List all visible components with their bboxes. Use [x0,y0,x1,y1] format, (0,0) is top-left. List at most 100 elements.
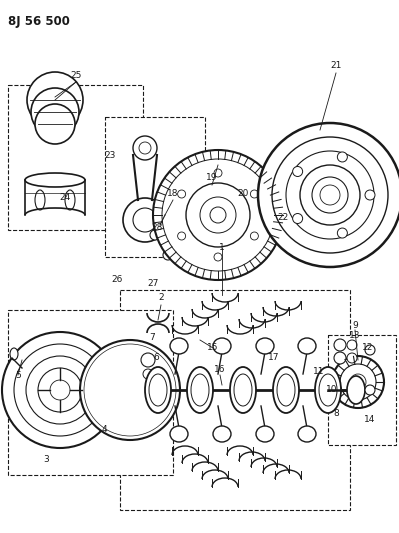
Circle shape [347,340,357,350]
Text: 8J 56 500: 8J 56 500 [8,15,70,28]
Ellipse shape [273,367,299,413]
Text: 5: 5 [15,370,21,379]
Circle shape [14,344,106,436]
Text: 19: 19 [206,174,218,182]
Circle shape [251,232,259,240]
Circle shape [338,228,348,238]
Text: 14: 14 [364,416,376,424]
Text: 3: 3 [43,456,49,464]
Ellipse shape [234,374,252,406]
Circle shape [153,150,283,280]
Circle shape [334,352,346,364]
Circle shape [200,197,236,233]
Text: 26: 26 [111,276,122,285]
Circle shape [312,177,348,213]
Ellipse shape [230,367,256,413]
Circle shape [35,104,75,144]
Ellipse shape [347,376,365,404]
Text: 22: 22 [277,214,288,222]
Text: 23: 23 [104,150,116,159]
Ellipse shape [170,338,188,354]
Ellipse shape [145,367,171,413]
Ellipse shape [298,426,316,442]
Circle shape [258,123,399,267]
Ellipse shape [65,190,75,210]
Ellipse shape [170,426,188,442]
Ellipse shape [213,338,231,354]
Circle shape [365,190,375,200]
Circle shape [320,185,340,205]
Bar [8,310,173,475]
Bar [328,335,396,445]
Circle shape [210,207,226,223]
Text: 25: 25 [70,70,82,79]
Text: 9: 9 [352,320,358,329]
Text: 6: 6 [153,353,159,362]
Circle shape [139,142,151,154]
Circle shape [214,169,222,177]
Text: 1: 1 [219,244,225,253]
Circle shape [123,198,167,242]
Ellipse shape [277,374,295,406]
Bar [105,117,205,257]
Circle shape [214,253,222,261]
Circle shape [338,152,348,162]
Text: 15: 15 [207,343,219,352]
Circle shape [141,353,155,367]
Circle shape [38,368,82,412]
Text: 11: 11 [313,367,325,376]
Ellipse shape [256,426,274,442]
Circle shape [133,208,157,232]
Ellipse shape [298,338,316,354]
Text: 10: 10 [326,385,338,394]
Circle shape [133,136,157,160]
Circle shape [163,250,173,260]
Circle shape [87,347,173,433]
Bar [120,290,350,510]
Text: 7: 7 [149,334,155,343]
Text: 13: 13 [349,330,361,340]
Circle shape [26,356,94,424]
Circle shape [251,190,259,198]
Ellipse shape [319,374,337,406]
Circle shape [50,380,70,400]
Circle shape [84,344,176,436]
Ellipse shape [35,190,45,210]
Circle shape [292,166,302,176]
Circle shape [31,88,79,136]
Text: 2: 2 [158,294,164,303]
Circle shape [340,364,376,400]
Circle shape [90,350,170,430]
Circle shape [150,230,160,240]
Ellipse shape [315,367,341,413]
Text: 28: 28 [151,223,163,232]
Circle shape [159,233,167,241]
Text: 21: 21 [330,61,342,69]
Circle shape [27,72,83,128]
Ellipse shape [191,374,209,406]
Circle shape [286,151,374,239]
Circle shape [350,374,366,390]
Circle shape [272,137,388,253]
Ellipse shape [365,385,375,395]
Ellipse shape [187,367,213,413]
Circle shape [186,183,250,247]
Circle shape [365,345,375,355]
Circle shape [162,159,274,271]
Text: 24: 24 [59,193,71,203]
Ellipse shape [213,426,231,442]
Text: 20: 20 [237,189,249,198]
Circle shape [300,165,360,225]
Text: 12: 12 [362,343,374,351]
Circle shape [347,353,357,363]
Text: 18: 18 [167,189,179,198]
Circle shape [292,214,302,223]
Text: 17: 17 [268,353,280,362]
Circle shape [178,190,186,198]
Text: 16: 16 [214,366,226,375]
Ellipse shape [256,338,274,354]
Ellipse shape [10,348,18,360]
Bar [8,85,143,230]
Ellipse shape [25,173,85,187]
Ellipse shape [149,374,167,406]
